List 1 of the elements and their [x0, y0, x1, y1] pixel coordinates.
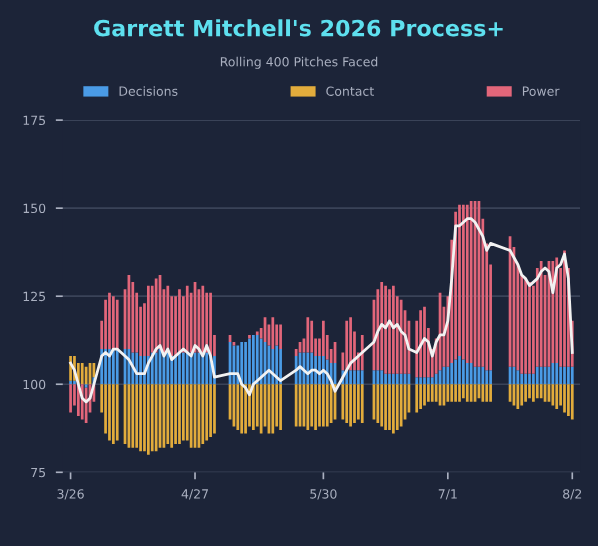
chart-title: Garrett Mitchell's 2026 Process+: [94, 19, 503, 37]
